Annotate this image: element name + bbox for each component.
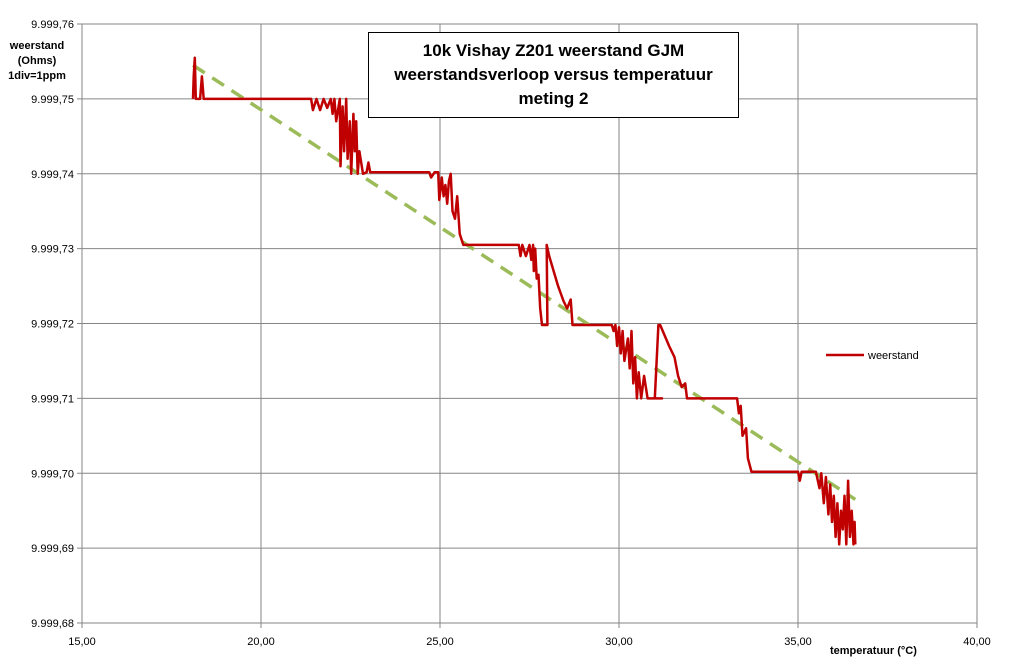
x-axis-label: temperatuur (°C) (830, 645, 917, 657)
series-line-weerstand (191, 56, 857, 546)
y-tick-label: 9.999,75 (31, 94, 74, 106)
x-tick-label: 15,00 (68, 636, 96, 648)
x-tick-label: 30,00 (605, 636, 633, 648)
y-axis-label-line: 1div=1ppm (8, 70, 66, 82)
series-lines (191, 56, 857, 546)
x-tick-label: 25,00 (426, 636, 454, 648)
y-axis-label-line: weerstand (9, 40, 64, 52)
y-tick-label: 9.999,69 (31, 543, 74, 555)
y-tick-labels: 9.999,68 9.999,69 9.999,70 9.999,71 9.999,72… (31, 19, 74, 630)
y-tick-label: 9.999,68 (31, 618, 74, 630)
chart-title: 10k Vishay Z201 weerstand GJM weerstands… (368, 32, 739, 118)
legend-label: weerstand (867, 350, 919, 362)
x-tick-label: 35,00 (784, 636, 812, 648)
trendline (192, 63, 857, 501)
legend: weerstand (826, 350, 919, 362)
x-tick-labels: 15,00 20,00 25,00 30,00 35,00 40,00 (68, 636, 991, 648)
y-tick-label: 9.999,73 (31, 244, 74, 256)
title-line-1: 10k Vishay Z201 weerstand GJM (422, 41, 685, 60)
trendline-dashed (192, 63, 857, 501)
y-tick-label: 9.999,74 (31, 169, 74, 181)
y-tick-label: 9.999,72 (31, 319, 74, 331)
y-tick-label: 9.999,70 (31, 468, 74, 480)
title-line-2: weerstandsverloop versus temperatuur (394, 65, 713, 84)
y-tick-label: 9.999,71 (31, 393, 74, 405)
y-axis-label-line: (Ohms) (18, 55, 57, 67)
y-axis-label: weerstand (Ohms) 1div=1ppm (8, 40, 66, 82)
x-tick-label: 40,00 (963, 636, 991, 648)
title-line-3: meting 2 (518, 89, 589, 108)
gridlines (77, 23, 978, 628)
y-tick-label: 9.999,76 (31, 19, 74, 31)
x-tick-label: 20,00 (247, 636, 275, 648)
